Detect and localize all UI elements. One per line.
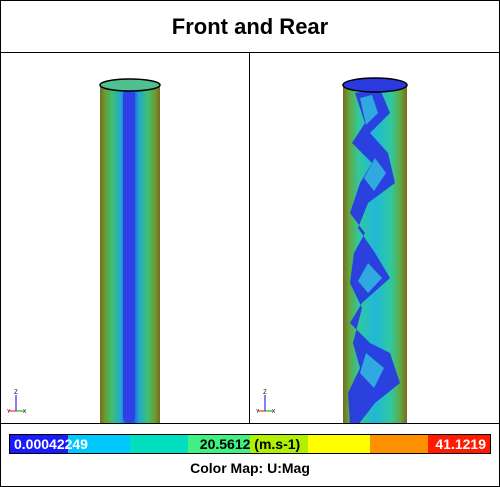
page-title: Front and Rear [171, 13, 329, 39]
color-map-caption: Color Map: U:Mag [190, 460, 310, 476]
color-bar-min-label: 0.00042249 [14, 436, 88, 452]
svg-text:X: X [23, 409, 27, 415]
color-map-legend: 20.5612 (m.s-1) 0.00042249 41.1219 Color… [1, 423, 499, 487]
svg-text:Z: Z [263, 390, 267, 396]
rear-cylinder-render [342, 77, 408, 423]
title-bar: Front and Rear [1, 1, 499, 53]
color-bar: 20.5612 (m.s-1) 0.00042249 41.1219 [9, 434, 491, 454]
svg-text:X: X [272, 409, 276, 415]
axis-triad-rear: Z Y X [254, 389, 276, 415]
front-cylinder-render [99, 78, 161, 423]
svg-text:Z: Z [14, 390, 18, 396]
axis-triad-front: Z Y X [5, 389, 27, 415]
svg-text:Y: Y [7, 409, 11, 415]
color-bar-mid-label: 20.5612 (m.s-1) [199, 436, 301, 452]
rear-viewport[interactable]: Z Y X [250, 53, 499, 423]
front-viewport[interactable]: Z Y X [1, 53, 250, 423]
svg-text:Y: Y [256, 409, 260, 415]
color-bar-max-label: 41.1219 [435, 436, 486, 452]
